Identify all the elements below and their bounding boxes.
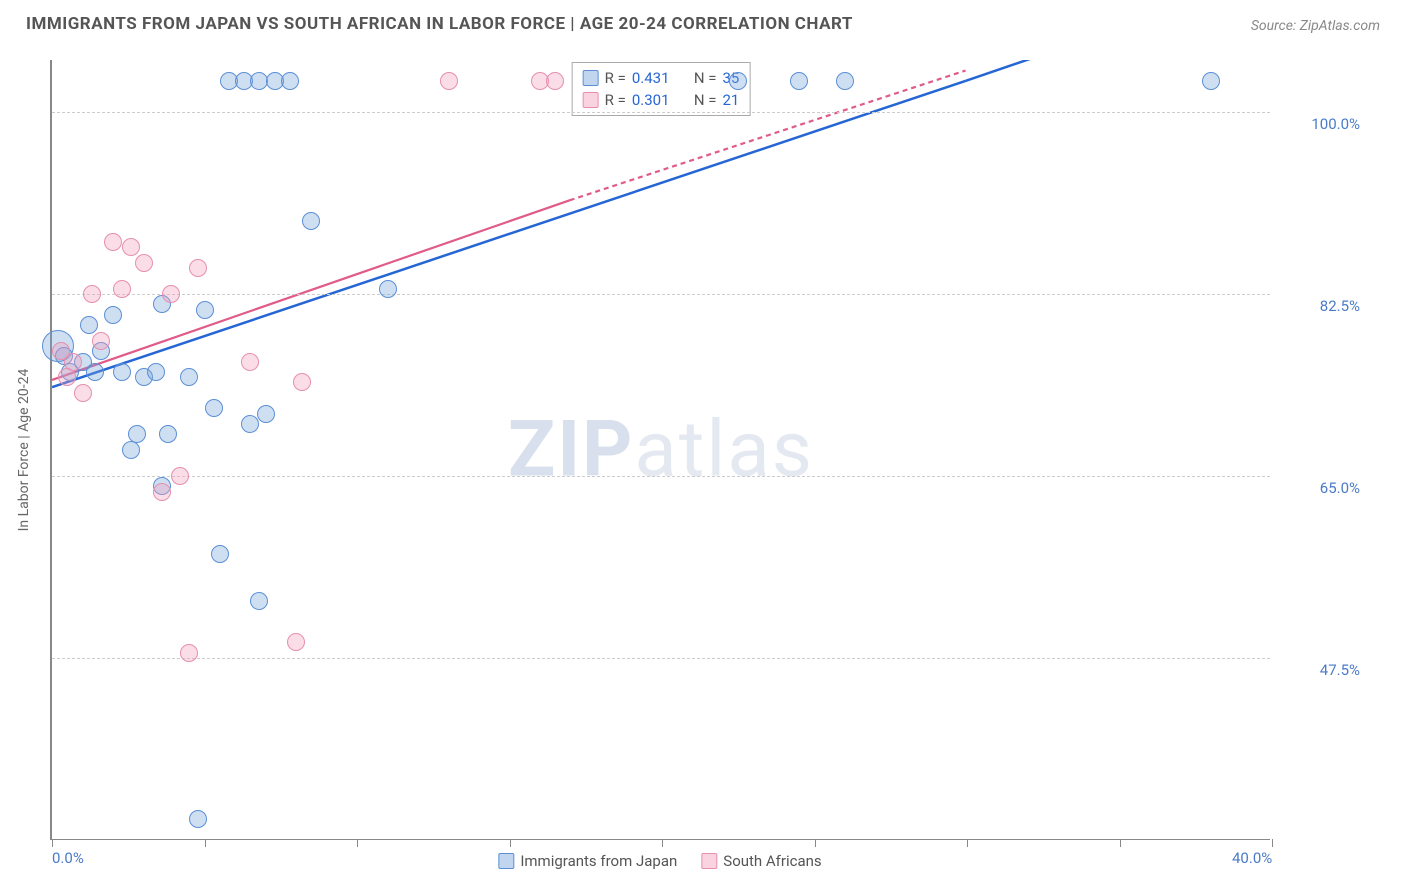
x-axis-label: 40.0% — [1232, 849, 1272, 867]
data-point — [58, 368, 76, 386]
watermark: ZIPatlas — [508, 404, 814, 495]
data-point — [104, 306, 122, 324]
data-point — [790, 72, 808, 90]
legend-swatch — [583, 92, 599, 108]
source-attribution: Source: ZipAtlas.com — [1251, 18, 1380, 34]
data-point — [241, 353, 259, 371]
data-point — [211, 545, 229, 563]
legend-label: Immigrants from Japan — [520, 852, 677, 870]
x-tick — [815, 839, 816, 847]
x-tick — [662, 839, 663, 847]
data-point — [287, 633, 305, 651]
data-point — [113, 280, 131, 298]
x-tick — [1120, 839, 1121, 847]
y-tick-label: 82.5% — [1280, 297, 1360, 315]
data-point — [171, 467, 189, 485]
chart-title: IMMIGRANTS FROM JAPAN VS SOUTH AFRICAN I… — [26, 14, 853, 34]
watermark-rest: atlas — [634, 404, 814, 495]
data-point — [147, 363, 165, 381]
data-point — [135, 254, 153, 272]
legend-swatch — [701, 853, 717, 869]
legend-r-value: 0.301 — [632, 91, 680, 109]
data-point — [180, 368, 198, 386]
data-point — [83, 285, 101, 303]
gridline — [52, 658, 1270, 659]
legend-swatch — [498, 853, 514, 869]
legend-r-label: R = — [605, 91, 626, 109]
gridline — [52, 294, 1270, 295]
legend-item: Immigrants from Japan — [498, 852, 677, 870]
legend-n-label: N = — [694, 91, 717, 109]
correlation-legend: R = 0.431N = 35R = 0.301N = 21 — [572, 62, 751, 116]
data-point — [440, 72, 458, 90]
gridline — [52, 476, 1270, 477]
legend-n-label: N = — [694, 69, 717, 87]
legend-r-label: R = — [605, 69, 626, 87]
y-tick-label: 65.0% — [1280, 479, 1360, 497]
watermark-bold: ZIP — [508, 404, 634, 495]
data-point — [250, 592, 268, 610]
x-tick — [205, 839, 206, 847]
data-point — [159, 425, 177, 443]
data-point — [104, 233, 122, 251]
data-point — [92, 332, 110, 350]
data-point — [122, 441, 140, 459]
legend-row: R = 0.431N = 35 — [583, 67, 740, 89]
x-tick — [357, 839, 358, 847]
data-point — [293, 373, 311, 391]
data-point — [80, 316, 98, 334]
data-point — [86, 363, 104, 381]
data-point — [546, 72, 564, 90]
y-axis-label: In Labor Force | Age 20-24 — [16, 368, 32, 531]
data-point — [162, 285, 180, 303]
gridline — [52, 112, 1270, 113]
y-tick-label: 100.0% — [1280, 115, 1360, 133]
data-point — [189, 259, 207, 277]
data-point — [205, 399, 223, 417]
x-tick — [967, 839, 968, 847]
plot-region: In Labor Force | Age 20-24 ZIPatlas R = … — [50, 60, 1270, 840]
legend-r-value: 0.431 — [632, 69, 680, 87]
data-point — [729, 72, 747, 90]
legend-n-value: 21 — [722, 91, 739, 109]
data-point — [302, 212, 320, 230]
data-point — [189, 810, 207, 828]
data-point — [281, 72, 299, 90]
y-tick-label: 47.5% — [1280, 661, 1360, 679]
data-point — [180, 644, 198, 662]
data-point — [257, 405, 275, 423]
data-point — [379, 280, 397, 298]
legend-item: South Africans — [701, 852, 821, 870]
x-tick — [510, 839, 511, 847]
data-point — [196, 301, 214, 319]
data-point — [122, 238, 140, 256]
data-point — [74, 384, 92, 402]
legend-swatch — [583, 70, 599, 86]
data-point — [153, 483, 171, 501]
data-point — [113, 363, 131, 381]
x-tick — [1272, 839, 1273, 847]
chart-area: In Labor Force | Age 20-24 ZIPatlas R = … — [50, 60, 1270, 840]
legend-label: South Africans — [723, 852, 821, 870]
data-point — [128, 425, 146, 443]
data-point — [1202, 72, 1220, 90]
legend-row: R = 0.301 N = 21 — [583, 89, 740, 111]
data-point — [64, 353, 82, 371]
x-axis-label: 0.0% — [52, 849, 84, 867]
x-tick — [52, 839, 53, 847]
trend-lines-layer — [52, 60, 1270, 839]
series-legend: Immigrants from Japan South Africans — [498, 852, 821, 870]
data-point — [836, 72, 854, 90]
